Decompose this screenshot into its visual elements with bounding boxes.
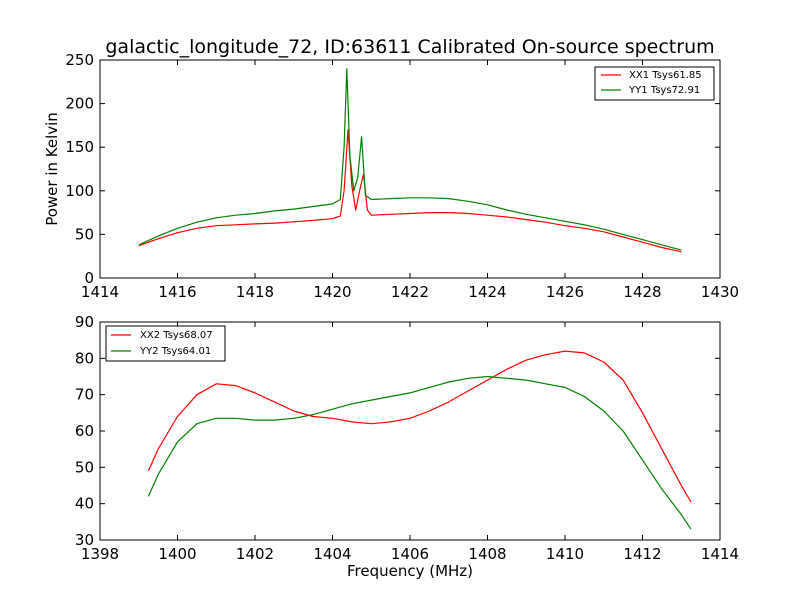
bottom-legend-label-yy2: YY2 Tsys64.01 xyxy=(139,346,211,357)
y-tick-label: 50 xyxy=(75,458,94,476)
top-legend-label-yy1: YY1 Tsys72.91 xyxy=(628,85,700,96)
y-tick-label: 90 xyxy=(75,313,94,331)
y-tick-label: 50 xyxy=(75,225,94,243)
y-tick-label: 70 xyxy=(75,386,94,404)
top-plot-legend: XX1 Tsys61.85 YY1 Tsys72.91 xyxy=(594,66,715,101)
y-tick-label: 100 xyxy=(65,182,94,200)
x-tick-label: 1408 xyxy=(468,545,506,563)
series-line-yy1 xyxy=(138,68,682,251)
bottom-legend-label-xx2: XX2 Tsys68.07 xyxy=(140,330,213,341)
x-tick-label: 1426 xyxy=(546,283,584,301)
top-plot: 1414 1416 1418 1420 1422 1424 1426 1428 1430 0 50 1… xyxy=(43,51,739,301)
bottom-plot-series xyxy=(147,350,692,530)
x-tick-label: 1406 xyxy=(391,545,429,563)
x-tick-label: 1412 xyxy=(623,545,661,563)
bottom-plot-ticks: 1398 1400 1402 1404 1406 1408 1410 1412 1414 30 40… xyxy=(75,313,739,563)
y-tick-label: 80 xyxy=(75,349,94,367)
x-tick-label: 1430 xyxy=(701,283,739,301)
x-tick-label: 1402 xyxy=(236,545,274,563)
x-tick-label: 1418 xyxy=(236,283,274,301)
bottom-plot-legend: XX2 Tsys68.07 YY2 Tsys64.01 xyxy=(105,325,226,362)
y-tick-label: 200 xyxy=(65,95,94,113)
x-tick-label: 1416 xyxy=(158,283,196,301)
x-tick-label: 1422 xyxy=(391,283,429,301)
x-tick-label: 1428 xyxy=(623,283,661,301)
series-line-yy2 xyxy=(147,375,692,530)
y-tick-label: 60 xyxy=(75,422,94,440)
y-tick-label: 40 xyxy=(75,495,94,513)
top-legend-label-xx1: XX1 Tsys61.85 xyxy=(629,70,702,81)
figure-title: galactic_longitude_72, ID:63611 Calibrat… xyxy=(105,36,714,58)
x-tick-label: 1400 xyxy=(158,545,196,563)
x-tick-label: 1420 xyxy=(313,283,351,301)
y-tick-label: 150 xyxy=(65,138,94,156)
top-plot-ylabel: Power in Kelvin xyxy=(43,112,61,226)
x-tick-label: 1424 xyxy=(468,283,506,301)
x-tick-label: 1398 xyxy=(81,545,119,563)
y-tick-label: 0 xyxy=(84,269,94,287)
series-line-xx1 xyxy=(138,129,682,253)
series-line-xx2 xyxy=(147,350,692,503)
bottom-legend-box xyxy=(105,325,226,362)
y-tick-label: 30 xyxy=(75,531,94,549)
bottom-plot-xlabel: Frequency (MHz) xyxy=(347,562,473,580)
top-plot-series xyxy=(138,68,682,253)
x-tick-label: 1414 xyxy=(701,545,739,563)
top-legend-box xyxy=(594,66,715,101)
x-tick-label: 1404 xyxy=(313,545,351,563)
bottom-plot: 1398 1400 1402 1404 1406 1408 1410 1412 1414 30 40… xyxy=(75,313,739,580)
y-tick-label: 250 xyxy=(65,51,94,69)
x-tick-label: 1414 xyxy=(81,283,119,301)
x-tick-label: 1410 xyxy=(546,545,584,563)
top-plot-ticks: 1414 1416 1418 1420 1422 1424 1426 1428 1430 0 50 1… xyxy=(65,51,739,301)
